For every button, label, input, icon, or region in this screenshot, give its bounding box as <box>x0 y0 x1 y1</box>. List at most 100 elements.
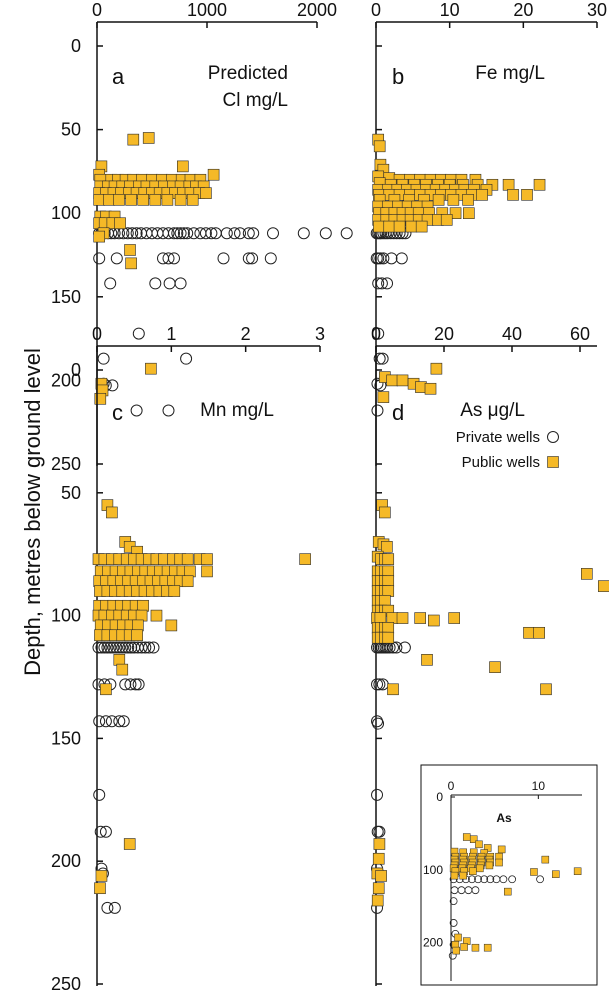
public-well-point <box>447 194 460 206</box>
public-well-point <box>375 870 387 882</box>
public-well-point <box>521 189 533 201</box>
panel-title: Fe mg/L <box>475 63 545 84</box>
public-well-point <box>580 568 593 580</box>
private-well-point <box>242 252 255 265</box>
private-well-point <box>297 227 310 240</box>
panel-title: Predicted <box>208 63 288 84</box>
inset-private-well-point <box>474 875 482 884</box>
public-well-point <box>127 133 140 146</box>
public-well-point <box>125 257 137 270</box>
private-well-point <box>92 641 105 654</box>
public-well-point <box>299 553 311 565</box>
inset-public-well-point <box>485 861 494 870</box>
inset-public-well-point <box>450 871 459 880</box>
private-well-point <box>381 277 394 290</box>
inset-public-well-point <box>454 933 462 942</box>
public-well-point <box>95 870 108 882</box>
private-well-point <box>398 641 411 654</box>
public-well-point <box>142 132 155 144</box>
x-tick-label: 30 <box>587 0 607 20</box>
inset-public-well-point <box>495 858 503 867</box>
public-well-point <box>381 541 393 553</box>
private-well-point <box>130 227 143 240</box>
y-tick-label: 250 <box>51 974 81 994</box>
x-tick-label: 20 <box>513 0 533 20</box>
public-well-point <box>382 622 395 634</box>
public-well-point <box>382 575 395 588</box>
public-well-point <box>371 894 384 907</box>
public-well-point <box>382 565 395 578</box>
legend-private-symbol <box>547 431 559 443</box>
private-well-point <box>110 252 123 265</box>
public-well-point <box>106 506 118 519</box>
public-well-point <box>177 160 189 173</box>
inset-private-well-point <box>536 875 544 884</box>
public-well-point <box>396 612 409 624</box>
inset-public-well-point <box>452 946 460 955</box>
private-well-point <box>132 327 145 340</box>
public-well-point <box>533 626 546 639</box>
private-well-point <box>95 641 108 654</box>
private-well-point <box>242 227 255 240</box>
private-well-point <box>97 352 110 365</box>
legend-public-label: Public wells <box>462 454 540 471</box>
y-tick-label: 0 <box>71 36 81 56</box>
public-well-point <box>463 207 475 219</box>
inset-x-tick-label: 0 <box>448 779 455 793</box>
public-well-point <box>449 207 462 219</box>
public-well-point <box>181 553 194 565</box>
public-well-point <box>415 220 428 233</box>
public-well-point <box>200 187 212 199</box>
inset-private-well-point <box>468 875 476 884</box>
public-well-point <box>113 654 126 666</box>
private-well-point <box>181 227 194 240</box>
panel-letter: c <box>112 400 123 425</box>
public-well-point <box>427 614 440 627</box>
inset-public-well-point <box>541 855 550 864</box>
public-well-point <box>432 194 445 206</box>
private-well-point <box>122 641 135 654</box>
private-well-point <box>162 404 175 417</box>
public-well-point <box>123 838 136 850</box>
x-tick-label: 0 <box>371 0 381 20</box>
panel-letter: a <box>112 64 125 89</box>
inset-public-well-point <box>475 840 483 849</box>
private-well-point <box>104 641 117 654</box>
public-well-point <box>125 194 137 206</box>
y-tick-label: 200 <box>51 370 81 390</box>
inset-public-well-point <box>573 867 582 876</box>
inset-public-well-point <box>530 868 538 876</box>
public-well-point <box>382 585 395 597</box>
private-well-point <box>139 641 152 654</box>
public-well-point <box>424 382 437 395</box>
public-well-point <box>135 609 148 622</box>
private-well-point <box>126 227 139 240</box>
legend-public-symbol <box>547 456 559 468</box>
inset-public-well-point <box>462 833 471 841</box>
y-tick-label: 100 <box>51 606 81 626</box>
private-well-point <box>177 227 190 240</box>
private-well-point <box>98 641 111 654</box>
private-well-point <box>375 277 388 290</box>
private-well-point <box>113 641 126 654</box>
private-well-point <box>132 678 145 691</box>
private-well-point <box>395 252 408 265</box>
private-well-point <box>168 227 180 240</box>
panel-letter: d <box>392 400 404 425</box>
public-well-point <box>533 178 546 191</box>
private-well-point <box>130 404 143 417</box>
public-well-point <box>201 565 213 578</box>
private-well-point <box>101 641 114 654</box>
inset-y-tick-label: 100 <box>423 863 443 877</box>
private-well-point <box>246 252 259 265</box>
public-well-point <box>462 194 474 206</box>
public-well-point <box>387 683 399 696</box>
private-well-point <box>129 678 142 691</box>
public-well-point <box>386 374 399 387</box>
public-well-point <box>161 194 174 206</box>
public-well-point <box>523 626 535 639</box>
inset-public-well-point <box>504 887 512 896</box>
